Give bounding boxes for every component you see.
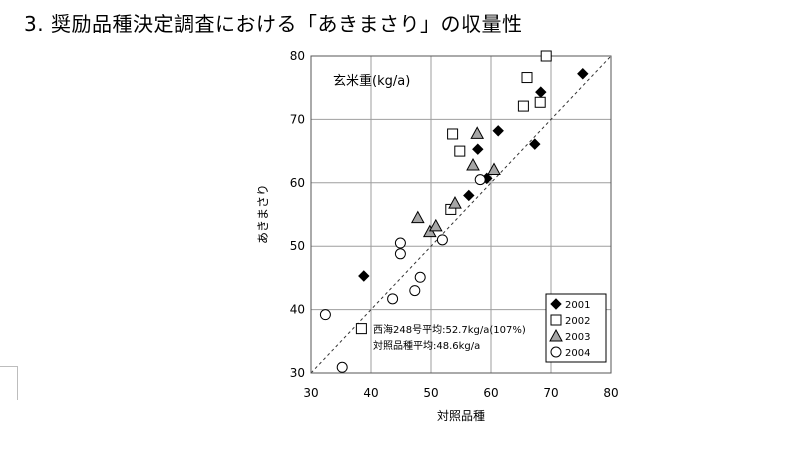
point-2004-8 — [474, 174, 486, 186]
point-2001-1 — [463, 189, 475, 202]
inner-label: 玄米重(kg/a) — [333, 73, 410, 89]
plot-border — [310, 55, 612, 374]
point-2004-6 — [414, 271, 426, 283]
y-tick-label-3: 60 — [290, 176, 305, 190]
point-2001-5 — [529, 138, 541, 150]
x-tick-label-2: 50 — [423, 386, 438, 400]
point-2004-0 — [319, 309, 331, 321]
y-axis-label: あきまさり — [256, 184, 270, 244]
x-tick-label-0: 30 — [303, 386, 318, 400]
legend-label-2002: 2002 — [565, 316, 590, 327]
point-2001-0 — [358, 270, 370, 282]
point-2003-0 — [410, 210, 425, 224]
y-tick-label-2: 50 — [290, 239, 305, 253]
data-points — [319, 50, 589, 373]
x-axis-ticks: 30 40 50 60 70 80 — [303, 386, 618, 400]
point-2004-1 — [336, 361, 348, 373]
point-2004-5 — [409, 285, 421, 297]
legend: 2001 2002 2003 2004 — [545, 293, 607, 363]
y-tick-label-4: 70 — [290, 112, 305, 126]
point-2003-2 — [428, 218, 443, 232]
point-2002-2 — [447, 128, 459, 140]
page-title: 3. 奨励品種決定調査における「あきまさり」の収量性 — [24, 12, 523, 36]
point-2004-7 — [436, 234, 448, 246]
page-edge-mark — [0, 366, 18, 400]
point-2002-3 — [454, 145, 466, 157]
legend-marker-2003 — [549, 328, 563, 342]
point-2001-2 — [472, 143, 484, 155]
point-2003-6 — [487, 162, 501, 175]
x-tick-label-3: 60 — [483, 386, 498, 400]
x-tick-label-5: 80 — [603, 386, 618, 400]
point-2002-7 — [540, 50, 552, 62]
point-2002-0 — [355, 323, 367, 335]
point-2001-4 — [492, 125, 504, 137]
point-2003-3 — [448, 196, 462, 209]
legend-label-2004: 2004 — [565, 348, 590, 359]
y-axis-ticks: 30 40 50 60 70 80 — [290, 49, 305, 380]
legend-marker-2002 — [550, 314, 562, 326]
y-tick-label-1: 40 — [290, 303, 305, 317]
point-2004-4 — [394, 248, 406, 260]
point-2003-4 — [466, 158, 480, 171]
point-2002-4 — [517, 100, 529, 112]
annotation-control-average: 対照品種平均:48.6kg/a — [373, 339, 480, 352]
x-tick-label-4: 70 — [543, 386, 558, 400]
point-2003-5 — [470, 126, 485, 139]
point-2004-2 — [387, 293, 399, 305]
point-2002-6 — [534, 96, 546, 108]
x-axis-label: 対照品種 — [437, 409, 485, 423]
legend-marker-2001 — [550, 298, 562, 310]
y-tick-label-0: 30 — [290, 366, 305, 380]
x-tick-label-1: 40 — [363, 386, 378, 400]
y-tick-label-5: 80 — [290, 49, 305, 63]
point-2001-7 — [577, 68, 589, 80]
point-2004-3 — [394, 237, 406, 249]
reference-line-y-equals-x — [310, 55, 612, 374]
legend-label-2001: 2001 — [565, 300, 590, 311]
point-2002-5 — [521, 72, 533, 84]
annotation-seikai-average: 西海248号平均:52.7kg/a(107%) — [373, 323, 526, 336]
legend-marker-2004 — [550, 346, 562, 358]
legend-label-2003: 2003 — [565, 332, 590, 343]
